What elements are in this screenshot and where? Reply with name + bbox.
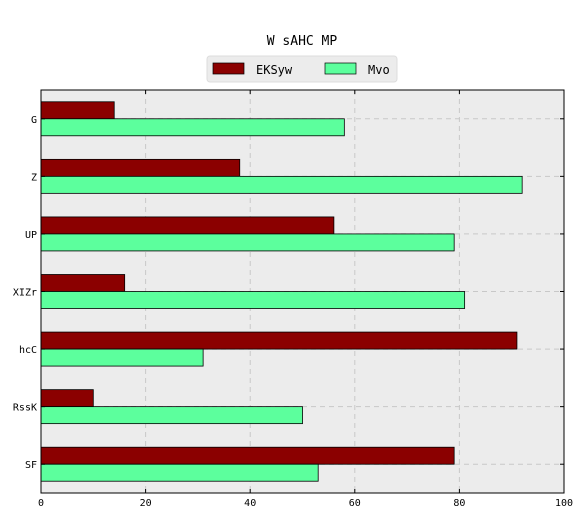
- bar-mvo-hcc: [40, 348, 204, 367]
- bar-eksyw-up: [40, 216, 335, 235]
- legend-label-mvo: Mvo: [368, 63, 390, 77]
- y-tick-label-g: G: [31, 115, 37, 126]
- y-axis-tick-labels: G Z UP XIZr hcC RssK SF: [13, 115, 564, 471]
- bar-eksyw-rssk: [40, 389, 94, 408]
- bars: [40, 101, 523, 482]
- x-tick-label: 20: [140, 498, 152, 509]
- legend-box: [206, 55, 398, 83]
- legend-swatch-eksyw: [212, 62, 245, 75]
- x-tick-label: 40: [244, 498, 256, 509]
- bar-eksyw-g: [40, 101, 115, 120]
- x-tick-label: 0: [38, 498, 44, 509]
- y-tick-label-up: UP: [25, 230, 37, 241]
- bar-mvo-g: [40, 118, 345, 137]
- y-tick-label-sf: SF: [25, 460, 37, 471]
- bar-mvo-up: [40, 233, 455, 252]
- y-tick-label-rssk: RssK: [13, 403, 37, 414]
- bar-eksyw-xizr: [40, 274, 126, 292]
- x-axis-tick-labels: 0 20 40 60 80 100: [38, 90, 573, 509]
- bar-mvo-z: [40, 175, 523, 194]
- bar-eksyw-sf: [40, 446, 455, 465]
- legend-swatch-mvo: [324, 62, 357, 75]
- legend: EKSyw Mvo: [206, 55, 398, 83]
- x-tick-label: 100: [555, 498, 573, 509]
- bar-mvo-sf: [40, 463, 319, 482]
- legend-label-eksyw: EKSyw: [256, 63, 293, 77]
- bar-mvo-rssk: [40, 406, 303, 425]
- y-tick-label-z: Z: [31, 172, 37, 183]
- bar-mvo-xizr: [40, 291, 466, 309]
- y-tick-label-hcc: hcC: [19, 345, 37, 356]
- y-tick-label-xizr: XIZr: [13, 288, 37, 299]
- bar-eksyw-hcc: [40, 331, 518, 350]
- x-tick-label: 60: [349, 498, 361, 509]
- bar-eksyw-z: [40, 158, 241, 177]
- chart-title: W sAHC MP: [267, 34, 338, 49]
- x-tick-label: 80: [453, 498, 465, 509]
